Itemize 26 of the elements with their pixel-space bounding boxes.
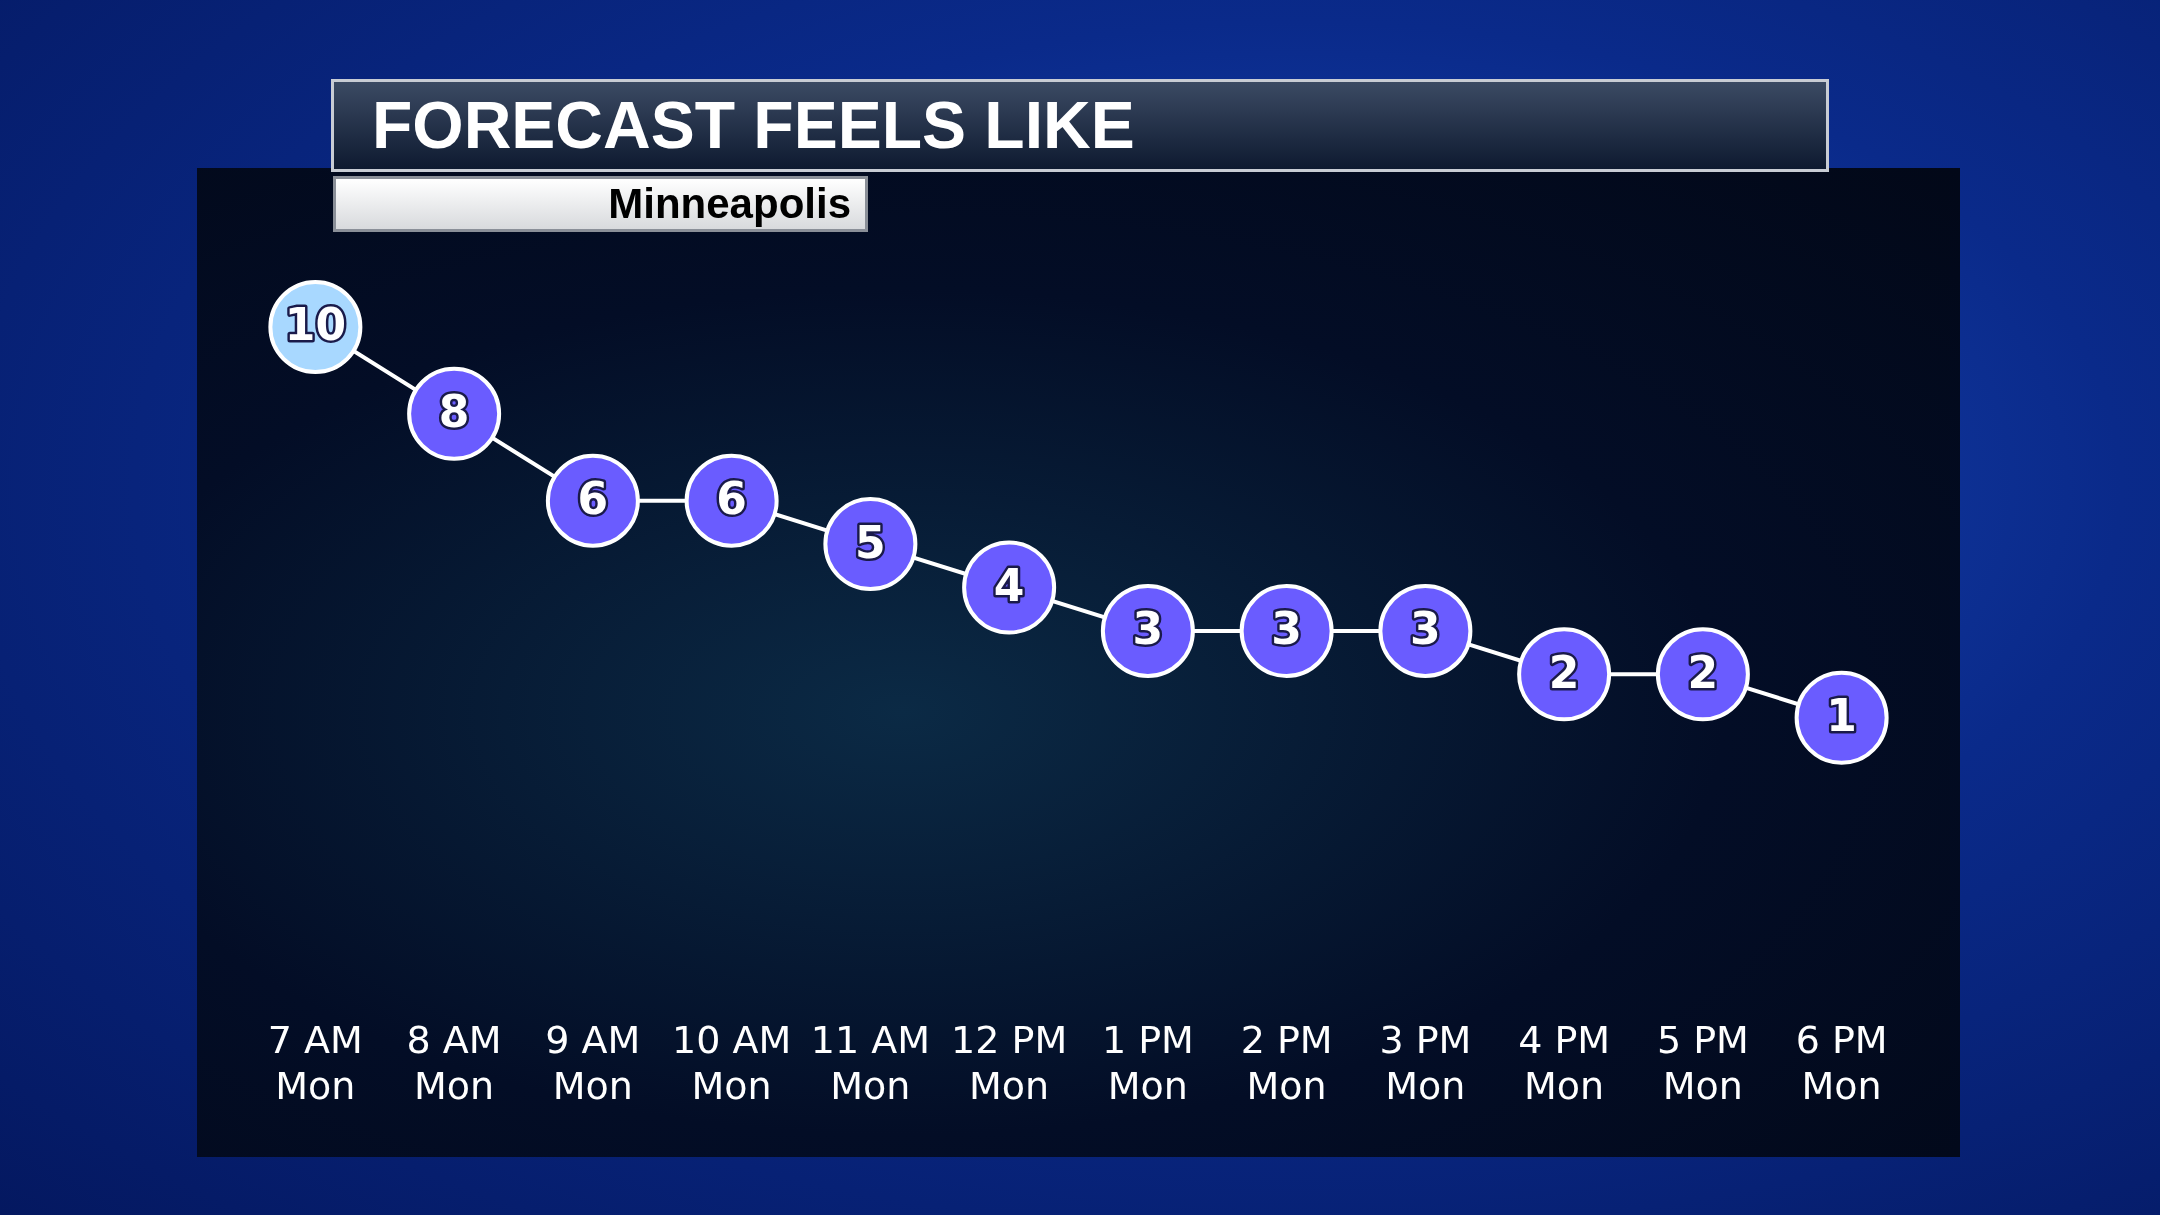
data-label: 3 bbox=[1132, 603, 1164, 655]
x-tick-label: 10 AM Mon bbox=[672, 1018, 792, 1109]
x-tick-label: 11 AM Mon bbox=[810, 1018, 930, 1109]
data-label: 1 bbox=[1826, 690, 1857, 742]
x-tick-label: 2 PM Mon bbox=[1240, 1018, 1333, 1109]
x-tick-label: 9 AM Mon bbox=[545, 1018, 641, 1109]
x-tick-label: 3 PM Mon bbox=[1379, 1018, 1472, 1109]
x-tick-label: 7 AM Mon bbox=[267, 1018, 363, 1109]
data-label: 8 bbox=[438, 386, 470, 438]
data-label: 3 bbox=[1410, 603, 1441, 655]
data-label: 2 bbox=[1548, 646, 1580, 698]
x-tick-label: 8 AM Mon bbox=[406, 1018, 502, 1109]
data-label: 5 bbox=[855, 516, 886, 568]
data-label: 10 bbox=[284, 299, 346, 351]
data-label: 4 bbox=[993, 559, 1025, 611]
chart-subtitle: Minneapolis bbox=[333, 176, 868, 232]
x-tick-label: 12 PM Mon bbox=[951, 1018, 1068, 1109]
data-label: 6 bbox=[716, 473, 747, 525]
x-tick-label: 6 PM Mon bbox=[1795, 1018, 1888, 1109]
x-tick-label: 4 PM Mon bbox=[1518, 1018, 1611, 1109]
data-label: 6 bbox=[577, 473, 609, 525]
chart-title: FORECAST FEELS LIKE bbox=[331, 79, 1829, 172]
x-tick-label: 5 PM Mon bbox=[1656, 1018, 1749, 1109]
data-label: 2 bbox=[1687, 646, 1719, 698]
x-tick-label: 1 PM Mon bbox=[1101, 1018, 1194, 1109]
data-label: 3 bbox=[1271, 603, 1302, 655]
